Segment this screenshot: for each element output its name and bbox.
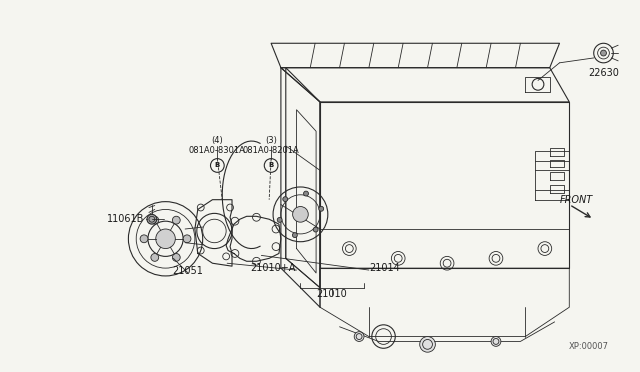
Circle shape	[292, 232, 298, 238]
Text: B: B	[215, 163, 220, 169]
Circle shape	[283, 197, 288, 202]
Circle shape	[313, 227, 318, 232]
Text: 21010: 21010	[316, 289, 347, 299]
Circle shape	[172, 216, 180, 224]
Text: 22630: 22630	[588, 68, 619, 78]
Text: 11061B: 11061B	[107, 214, 144, 224]
Circle shape	[183, 235, 191, 243]
Circle shape	[491, 337, 501, 346]
Text: 081A0-8301A: 081A0-8301A	[189, 146, 246, 155]
Circle shape	[420, 337, 435, 352]
Circle shape	[140, 235, 148, 243]
Circle shape	[151, 253, 159, 261]
Text: FRONT: FRONT	[559, 195, 593, 205]
Text: B: B	[269, 163, 274, 169]
Circle shape	[147, 214, 157, 224]
Text: (3): (3)	[265, 136, 277, 145]
Circle shape	[319, 206, 324, 211]
Circle shape	[277, 218, 282, 222]
Circle shape	[151, 216, 159, 224]
Text: 21010+A: 21010+A	[250, 263, 296, 273]
Circle shape	[600, 50, 607, 56]
Circle shape	[292, 206, 308, 222]
Text: 21014: 21014	[369, 263, 399, 273]
Text: 081A0-8201A: 081A0-8201A	[243, 146, 300, 155]
Text: (4): (4)	[211, 136, 223, 145]
Circle shape	[172, 253, 180, 261]
Circle shape	[156, 229, 175, 248]
Circle shape	[354, 332, 364, 341]
Text: 21051: 21051	[173, 266, 204, 276]
Circle shape	[303, 191, 308, 196]
Text: XP:00007: XP:00007	[568, 342, 609, 351]
